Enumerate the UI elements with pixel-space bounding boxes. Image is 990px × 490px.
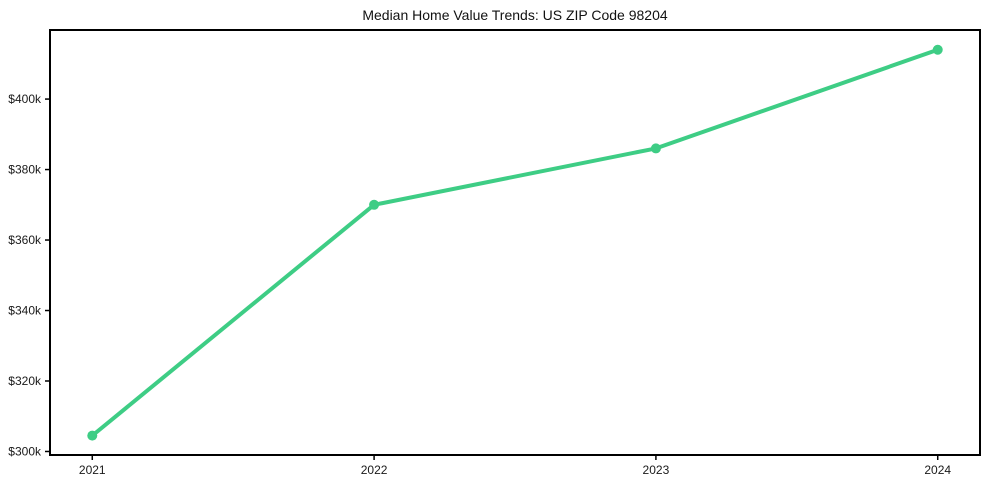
x-tick-label: 2023 xyxy=(643,463,670,477)
y-tick-label: $300k xyxy=(8,444,42,458)
y-tick-label: $320k xyxy=(8,374,42,388)
data-line xyxy=(90,47,940,438)
chart-title: Median Home Value Trends: US ZIP Code 98… xyxy=(362,7,668,23)
plot-border xyxy=(49,29,981,456)
data-point xyxy=(87,430,98,441)
x-tick-label: 2024 xyxy=(924,463,951,477)
y-tick-label: $360k xyxy=(8,233,42,247)
data-point xyxy=(369,199,380,210)
x-tick-label: 2022 xyxy=(361,463,388,477)
y-tick-label: $340k xyxy=(8,304,42,318)
data-point xyxy=(932,44,943,55)
data-point xyxy=(650,143,661,154)
y-tick-label: $400k xyxy=(8,92,42,106)
y-tick-label: $380k xyxy=(8,163,42,177)
x-tick-label: 2021 xyxy=(79,463,106,477)
